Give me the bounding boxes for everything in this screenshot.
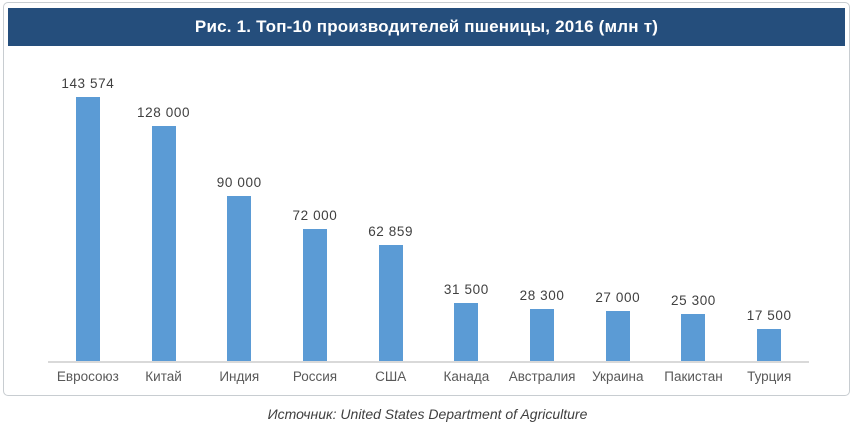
bar-columns: 143 574 128 000 90 000 72 000 62 859 31 500 28…	[50, 46, 807, 361]
bar-value-label: 17 500	[746, 308, 792, 323]
plot-area: 143 574 128 000 90 000 72 000 62 859 31 500 28…	[4, 46, 849, 384]
bar-value-label: 72 000	[292, 208, 338, 223]
category-label: Турция	[747, 369, 792, 384]
category-label: США	[375, 369, 407, 384]
bar-column: 143 574	[50, 76, 126, 361]
category-label: Австралия	[508, 369, 576, 384]
bar-value-label: 31 500	[443, 282, 489, 297]
bar-value-label: 27 000	[595, 290, 641, 305]
source-caption: Источник: United States Department of Ag…	[267, 406, 588, 422]
bar-column: 31 500	[429, 282, 505, 361]
chart-title: Рис. 1. Топ-10 производителей пшеницы, 2…	[194, 17, 659, 36]
bar-value-label: 28 300	[519, 288, 565, 303]
bar-value-label: 128 000	[137, 105, 191, 120]
bar	[378, 245, 403, 361]
bar-column: 28 300	[504, 288, 580, 361]
category-label: Индия	[219, 369, 260, 384]
bar-column: 25 300	[656, 293, 732, 361]
category-row: Евросоюз Китай Индия Россия США Канада Австрал…	[50, 363, 807, 384]
category-label: Украина	[592, 369, 644, 384]
bar	[454, 303, 479, 361]
bar-column: 27 000	[580, 290, 656, 361]
bar-column: 17 500	[731, 308, 807, 361]
bar	[605, 311, 630, 361]
bar	[75, 97, 100, 361]
bar-value-label: 62 859	[368, 224, 414, 239]
bar-column: 62 859	[353, 224, 429, 361]
chart-header: Рис. 1. Топ-10 производителей пшеницы, 2…	[8, 8, 845, 46]
bar-column: 72 000	[277, 208, 353, 361]
category-label: Россия	[292, 369, 338, 384]
bar	[227, 196, 252, 361]
category-label: Евросоюз	[56, 369, 119, 384]
bar-column: 90 000	[201, 175, 277, 361]
bar-value-label: 143 574	[61, 76, 115, 91]
bar	[681, 314, 706, 361]
category-label: Китай	[145, 369, 182, 384]
x-axis-line	[48, 361, 809, 363]
chart-card: Рис. 1. Топ-10 производителей пшеницы, 2…	[3, 2, 850, 396]
bar	[530, 309, 555, 361]
bar	[757, 329, 782, 361]
category-label: Канада	[443, 369, 490, 384]
bar-value-label: 25 300	[671, 293, 716, 308]
category-label: Пакистан	[664, 369, 723, 384]
bar-column: 128 000	[126, 105, 202, 361]
bar	[302, 229, 327, 361]
bar	[151, 126, 176, 361]
bar-value-label: 90 000	[216, 175, 262, 190]
